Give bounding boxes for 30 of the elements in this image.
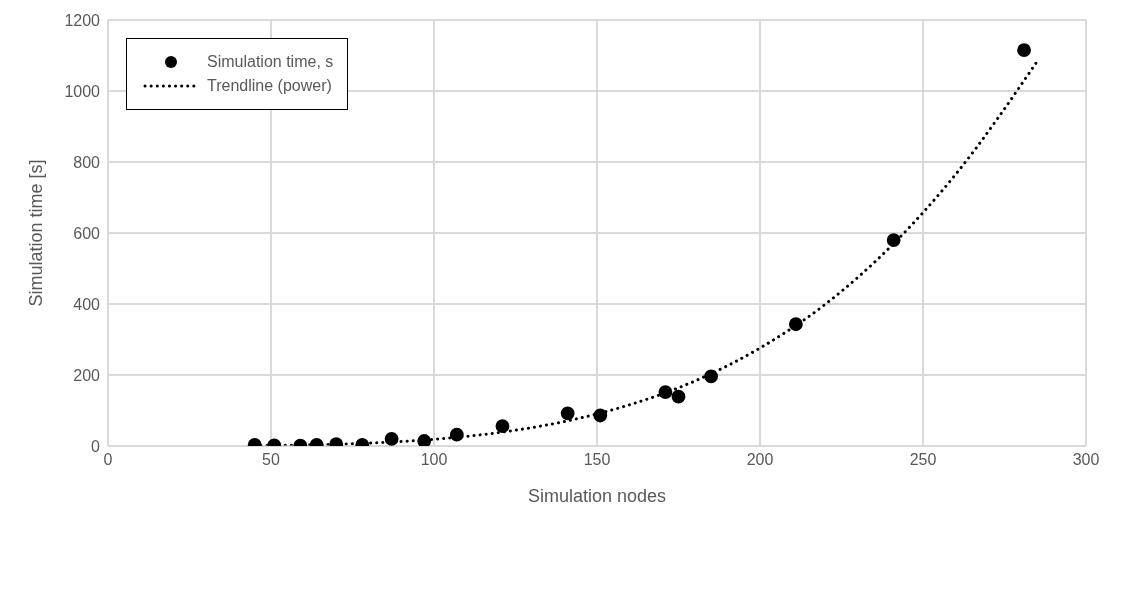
y-tick-label: 1200: [64, 11, 101, 29]
point: [704, 369, 719, 384]
y-tick-label: 200: [73, 366, 101, 384]
point: [671, 389, 686, 404]
x-tick-label: 300: [1072, 451, 1100, 469]
x-tick-label: 250: [909, 451, 937, 469]
point: [495, 419, 510, 434]
y-axis-title: Simulation time [s]: [26, 159, 47, 307]
point: [384, 432, 399, 446]
x-tick-label: 200: [746, 451, 774, 469]
y-tick-label: 800: [73, 153, 101, 171]
point: [449, 427, 464, 442]
x-axis-title: Simulation nodes: [527, 486, 667, 506]
legend-label: Trendline (power): [207, 77, 332, 95]
y-tick-label: 0: [91, 437, 101, 455]
legend-label: Simulation time, s: [207, 53, 334, 71]
point: [886, 233, 901, 247]
y-tick-label: 1000: [64, 82, 101, 100]
point: [560, 406, 575, 421]
point: [788, 317, 803, 332]
x-tick-label: 150: [583, 451, 611, 469]
y-tick-label: 400: [73, 295, 101, 313]
point: [1017, 43, 1031, 58]
x-tick-label: 50: [262, 451, 280, 469]
x-tick-label: 100: [420, 451, 448, 469]
y-tick-label: 600: [73, 224, 101, 242]
point: [658, 385, 673, 399]
x-tick-label: 0: [103, 451, 113, 469]
point: [593, 408, 608, 423]
point: [417, 434, 432, 446]
